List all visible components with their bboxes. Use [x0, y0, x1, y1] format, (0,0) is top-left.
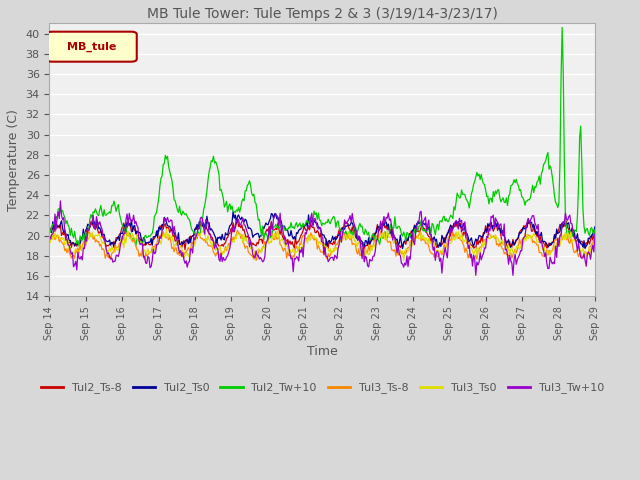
Legend: Tul2_Ts-8, Tul2_Ts0, Tul2_Tw+10, Tul3_Ts-8, Tul3_Ts0, Tul3_Tw+10: Tul2_Ts-8, Tul2_Ts0, Tul2_Tw+10, Tul3_Ts… — [36, 378, 609, 398]
Tul2_Ts0 — [399, 246, 406, 252]
Tul2_Tw+10 — [371, 232, 379, 238]
Tul3_Tw+10 — [591, 231, 599, 237]
Tul3_Ts-8 — [591, 240, 599, 246]
Tul3_Ts0 — [371, 241, 379, 247]
Tul3_Tw+10 — [309, 224, 317, 229]
Tul3_Ts-8 — [495, 243, 502, 249]
Line: Tul3_Ts0: Tul3_Ts0 — [49, 229, 595, 260]
Tul2_Tw+10 — [75, 243, 83, 249]
Tul3_Ts0 — [580, 252, 588, 257]
Tul2_Tw+10 — [558, 24, 566, 30]
Tul2_Tw+10 — [45, 225, 53, 231]
Tul2_Ts-8 — [234, 216, 241, 222]
Title: MB Tule Tower: Tule Temps 2 & 3 (3/19/14-3/23/17): MB Tule Tower: Tule Temps 2 & 3 (3/19/14… — [147, 7, 498, 21]
Line: Tul3_Tw+10: Tul3_Tw+10 — [49, 201, 595, 276]
Line: Tul2_Ts0: Tul2_Ts0 — [49, 212, 595, 249]
Tul3_Ts0 — [495, 238, 502, 244]
Tul2_Ts0 — [591, 224, 599, 229]
Tul3_Tw+10 — [306, 224, 314, 230]
Tul2_Tw+10 — [494, 187, 502, 192]
Text: MB_tule: MB_tule — [67, 42, 116, 52]
Tul3_Ts-8 — [234, 228, 241, 233]
Tul3_Tw+10 — [371, 249, 379, 254]
Tul3_Ts0 — [309, 233, 317, 239]
Tul2_Ts0 — [495, 226, 502, 232]
FancyBboxPatch shape — [47, 32, 137, 62]
Tul2_Ts0 — [45, 229, 53, 235]
Tul3_Tw+10 — [56, 198, 64, 204]
Tul3_Ts0 — [591, 238, 599, 244]
Tul3_Ts0 — [45, 239, 53, 245]
Line: Tul3_Ts-8: Tul3_Ts-8 — [49, 230, 595, 262]
Tul2_Ts0 — [306, 220, 314, 226]
Tul2_Tw+10 — [342, 228, 349, 234]
Tul2_Ts-8 — [580, 245, 588, 251]
Tul3_Tw+10 — [580, 251, 588, 257]
Tul2_Ts-8 — [495, 224, 502, 229]
Tul3_Ts0 — [306, 238, 314, 243]
Line: Tul2_Tw+10: Tul2_Tw+10 — [49, 27, 595, 246]
Tul2_Ts-8 — [321, 248, 329, 254]
Tul3_Tw+10 — [45, 233, 53, 239]
X-axis label: Time: Time — [307, 346, 337, 359]
Tul3_Ts0 — [163, 227, 170, 232]
Tul3_Tw+10 — [342, 221, 349, 227]
Tul3_Ts-8 — [306, 235, 314, 241]
Tul3_Ts-8 — [309, 235, 317, 241]
Tul2_Ts0 — [309, 222, 317, 228]
Tul3_Ts-8 — [45, 236, 53, 242]
Tul2_Ts-8 — [309, 225, 317, 230]
Tul3_Ts-8 — [371, 236, 379, 242]
Tul2_Ts-8 — [306, 227, 314, 233]
Tul3_Ts0 — [342, 233, 349, 239]
Tul3_Tw+10 — [494, 219, 502, 225]
Tul2_Ts0 — [580, 238, 588, 243]
Tul2_Ts0 — [229, 209, 237, 215]
Tul3_Ts0 — [400, 257, 408, 263]
Tul2_Ts-8 — [372, 227, 380, 233]
Tul3_Tw+10 — [509, 273, 516, 278]
Tul2_Ts-8 — [591, 228, 599, 234]
Tul2_Tw+10 — [591, 227, 599, 233]
Line: Tul2_Ts-8: Tul2_Ts-8 — [49, 219, 595, 251]
Tul2_Tw+10 — [580, 224, 588, 229]
Tul2_Tw+10 — [306, 219, 314, 225]
Tul2_Ts0 — [342, 223, 349, 228]
Y-axis label: Temperature (C): Temperature (C) — [7, 109, 20, 211]
Tul3_Ts-8 — [468, 259, 476, 265]
Tul2_Tw+10 — [309, 218, 317, 224]
Tul2_Ts0 — [371, 231, 379, 237]
Tul2_Ts-8 — [343, 221, 351, 227]
Tul3_Ts-8 — [342, 237, 349, 243]
Tul2_Ts-8 — [45, 224, 53, 229]
Tul3_Ts-8 — [580, 254, 588, 260]
